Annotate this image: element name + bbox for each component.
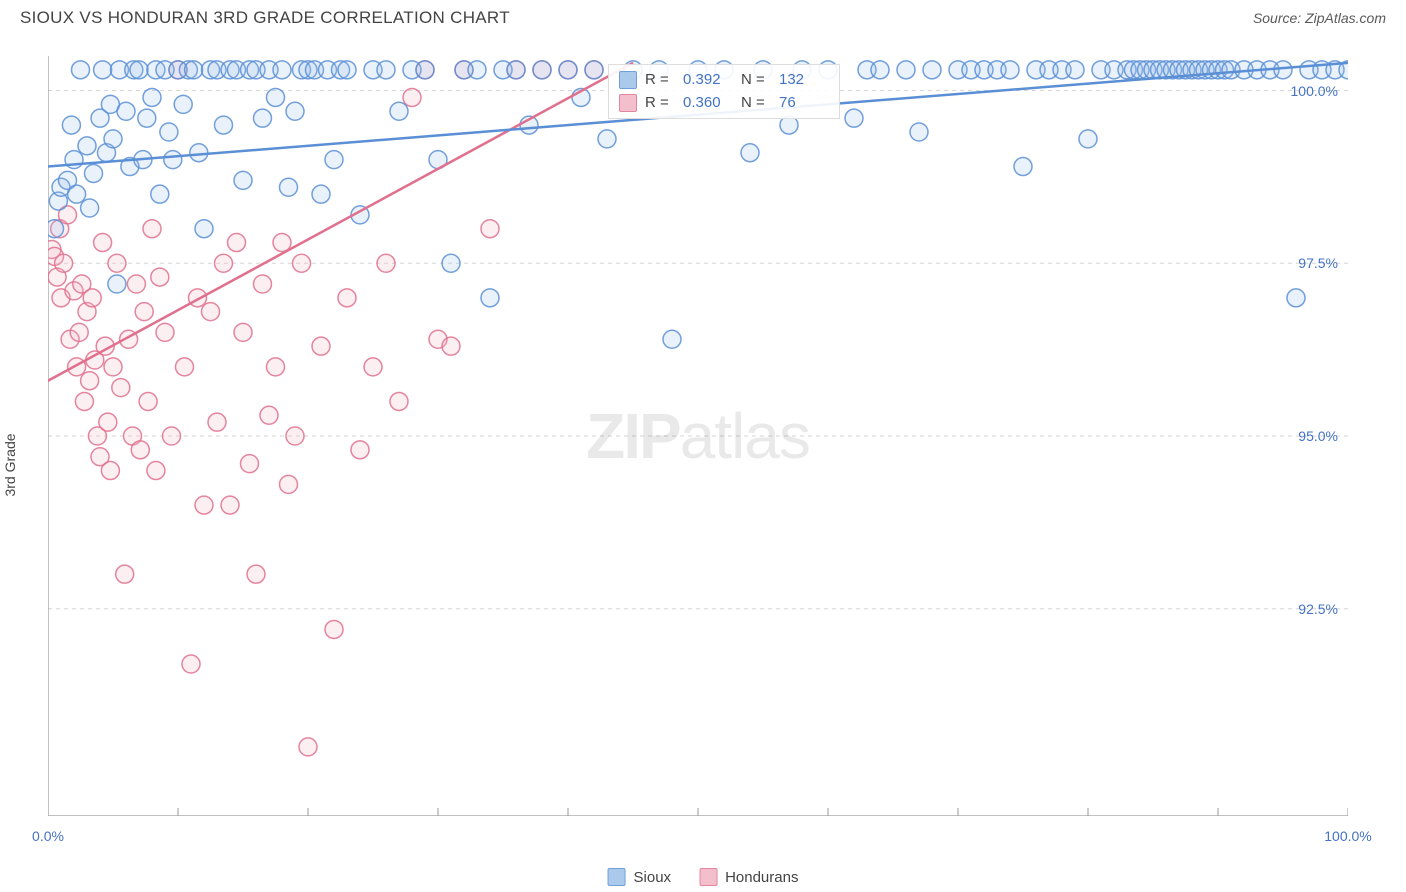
r-value-sioux: 0.392 — [683, 69, 733, 92]
chart-container: SIOUX VS HONDURAN 3RD GRADE CORRELATION … — [0, 0, 1406, 892]
legend-row-sioux: R = 0.392 N = 132 — [619, 69, 829, 92]
plot-area: R = 0.392 N = 132 R = 0.360 N = 76 ZIPat… — [48, 56, 1348, 816]
y-tick-label: 100.0% — [1291, 83, 1338, 99]
x-tick-label: 0.0% — [32, 828, 64, 844]
n-label: N = — [741, 69, 771, 92]
series-legend: Sioux Hondurans — [608, 868, 799, 886]
swatch-sioux — [608, 868, 626, 886]
legend-item-sioux: Sioux — [608, 868, 672, 886]
r-label: R = — [645, 92, 675, 115]
correlation-legend: R = 0.392 N = 132 R = 0.360 N = 76 — [608, 64, 840, 119]
legend-label-sioux: Sioux — [634, 869, 672, 886]
n-value-sioux: 132 — [779, 69, 829, 92]
y-tick-label: 92.5% — [1298, 601, 1338, 617]
n-label: N = — [741, 92, 771, 115]
y-tick-label: 97.5% — [1298, 255, 1338, 271]
header: SIOUX VS HONDURAN 3RD GRADE CORRELATION … — [0, 0, 1406, 30]
legend-item-hondurans: Hondurans — [699, 868, 798, 886]
swatch-hondurans — [699, 868, 717, 886]
chart-area: 3rd Grade R = 0.392 N = 132 R = 0.360 N … — [0, 38, 1406, 892]
legend-label-hondurans: Hondurans — [725, 869, 798, 886]
swatch-hondurans — [619, 94, 637, 112]
scatter-svg — [48, 56, 1348, 816]
source-name: ZipAtlas.com — [1305, 10, 1386, 26]
legend-row-hondurans: R = 0.360 N = 76 — [619, 92, 829, 115]
swatch-sioux — [619, 71, 637, 89]
y-axis-label: 3rd Grade — [2, 433, 18, 496]
source-line: Source: ZipAtlas.com — [1253, 10, 1386, 26]
source-prefix: Source: — [1253, 10, 1305, 26]
n-value-hondurans: 76 — [779, 92, 829, 115]
chart-title: SIOUX VS HONDURAN 3RD GRADE CORRELATION … — [20, 8, 510, 28]
y-tick-label: 95.0% — [1298, 428, 1338, 444]
r-label: R = — [645, 69, 675, 92]
x-tick-label: 100.0% — [1324, 828, 1371, 844]
r-value-hondurans: 0.360 — [683, 92, 733, 115]
